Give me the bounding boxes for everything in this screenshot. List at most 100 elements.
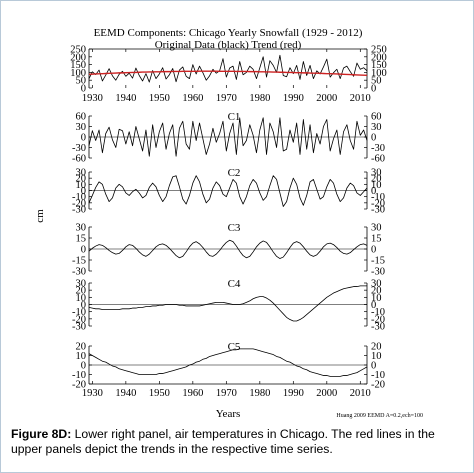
- y-tick-label: 10: [76, 351, 87, 362]
- component-label: C1: [228, 111, 241, 123]
- y-tick-label: 10: [371, 180, 382, 191]
- y-tick-label: -10: [72, 370, 86, 381]
- x-tick-label: 2000: [316, 93, 337, 104]
- x-tick-label: 1940: [115, 93, 136, 104]
- data-line: [88, 117, 368, 157]
- x-tick-label: 1950: [149, 388, 170, 399]
- data-line: [88, 175, 368, 207]
- y-tick-label: 10: [371, 351, 382, 362]
- y-tick-label: 20: [76, 174, 87, 185]
- eemd-chart: EEMD Components: Chicago Yearly Snowfall…: [34, 27, 423, 420]
- y-tick-label: 150: [371, 60, 387, 71]
- x-tick-label: 2000: [316, 388, 337, 399]
- y-tick-label: 0: [371, 186, 376, 197]
- y-tick-label: -30: [371, 322, 385, 333]
- y-tick-label: 0: [81, 84, 86, 95]
- y-tick-label: 30: [76, 279, 87, 290]
- component-label: C2: [228, 167, 241, 179]
- y-tick-label: 150: [70, 60, 86, 71]
- y-tick-label: -30: [72, 267, 86, 278]
- y-tick-label: -15: [371, 256, 385, 267]
- y-tick-label: 0: [371, 245, 376, 256]
- data-line: [88, 239, 368, 259]
- y-tick-label: 200: [371, 52, 387, 63]
- x-tick-label: 1940: [115, 388, 136, 399]
- component-label: C5: [228, 341, 241, 353]
- y-tick-label: 20: [371, 342, 382, 353]
- y-tick-label: -10: [371, 192, 385, 203]
- y-tick-label: -10: [371, 307, 385, 318]
- y-tick-label: -20: [72, 380, 86, 391]
- y-tick-label: 15: [371, 234, 382, 245]
- y-tick-label: 30: [371, 223, 382, 234]
- chart-title: EEMD Components: Chicago Yearly Snowfall…: [94, 27, 363, 39]
- y-tick-label: 30: [371, 122, 382, 133]
- x-tick-label: 2010: [350, 388, 371, 399]
- y-tick-label: 250: [371, 45, 387, 56]
- x-tick-label: 1980: [249, 93, 270, 104]
- y-tick-label: -15: [72, 256, 86, 267]
- y-tick-label: -30: [72, 322, 86, 333]
- y-axis-label: cm: [34, 209, 46, 223]
- y-tick-label: 30: [76, 168, 87, 179]
- y-tick-label: 30: [371, 168, 382, 179]
- y-tick-label: 0: [81, 245, 86, 256]
- y-tick-label: 20: [76, 286, 87, 297]
- caption-label: Figure 8D:: [11, 427, 72, 441]
- x-tick-label: 1930: [82, 388, 103, 399]
- y-tick-label: -30: [371, 267, 385, 278]
- y-tick-label: 0: [81, 300, 86, 311]
- x-tick-label: 2010: [350, 93, 371, 104]
- component-label: C3: [228, 222, 241, 234]
- data-line: [88, 285, 367, 322]
- y-tick-label: 0: [371, 84, 376, 95]
- y-tick-label: -60: [371, 154, 385, 165]
- x-tick-label: 1980: [249, 388, 270, 399]
- y-tick-label: -20: [72, 198, 86, 209]
- chart-subtitle: Original Data (black) Trend (red): [155, 39, 302, 51]
- y-tick-label: -20: [72, 314, 86, 325]
- x-tick-label: 1960: [182, 93, 203, 104]
- trend-line: [88, 70, 368, 77]
- y-tick-label: -10: [72, 192, 86, 203]
- y-tick-label: -10: [371, 370, 385, 381]
- x-axis: 1930 1940 1950 1960 1970 1980 1990 2000 2010 1930…: [82, 93, 371, 399]
- x-tick-label: 1950: [149, 93, 170, 104]
- y-tick-label: -30: [371, 143, 385, 154]
- y-tick-label: 15: [76, 234, 87, 245]
- data-line: [88, 54, 368, 83]
- x-tick-label: 1990: [283, 93, 304, 104]
- y-tick-label: 20: [76, 342, 87, 353]
- y-tick-label: 100: [70, 68, 86, 79]
- y-tick-label: 0: [371, 133, 376, 144]
- x-tick-label: 1990: [283, 388, 304, 399]
- y-tick-label: 30: [76, 223, 87, 234]
- y-tick-label: 30: [371, 279, 382, 290]
- y-tick-label: -10: [72, 307, 86, 318]
- y-tick-label: 10: [76, 293, 87, 304]
- y-tick-label: 50: [371, 76, 382, 87]
- y-tick-label: -20: [371, 198, 385, 209]
- x-tick-label: 1970: [216, 388, 237, 399]
- y-tick-label: 30: [76, 122, 87, 133]
- y-tick-label: 200: [70, 52, 86, 63]
- y-tick-label: 0: [371, 300, 376, 311]
- y-tick-label: 0: [81, 186, 86, 197]
- y-tick-label: -30: [72, 205, 86, 216]
- figure-caption: Figure 8D: Lower right panel, air temper…: [11, 427, 463, 457]
- x-tick-label: 1960: [182, 388, 203, 399]
- x-axis-label: Years: [216, 408, 241, 420]
- y-tick-label: 20: [371, 174, 382, 185]
- y-tick-label: 50: [76, 76, 87, 87]
- y-tick-label: -20: [371, 380, 385, 391]
- y-tick-label: 10: [371, 293, 382, 304]
- y-tick-label: 250: [70, 45, 86, 56]
- y-tick-label: -30: [72, 143, 86, 154]
- y-tick-label: 60: [76, 112, 87, 123]
